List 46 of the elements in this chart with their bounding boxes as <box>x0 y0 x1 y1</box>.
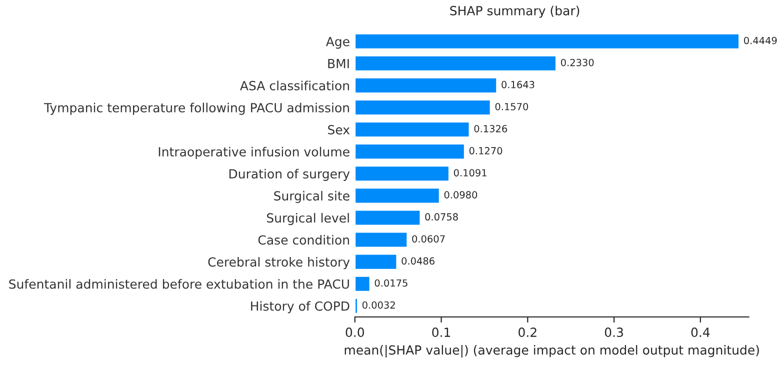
bar <box>354 275 371 292</box>
data-label: 0.1091 <box>454 169 486 176</box>
bar <box>354 165 450 182</box>
x-axis-title: mean(|SHAP value|) (average impact on model output magnitude) <box>344 344 759 358</box>
bar <box>354 253 398 270</box>
y-tick-label: ASA classification <box>240 80 349 90</box>
data-label: 0.1570 <box>495 102 528 110</box>
bar <box>354 99 492 116</box>
y-tick-label: Intraoperative infusion volume <box>158 146 350 159</box>
bar <box>354 187 440 204</box>
y-tick-label: Duration of surgery <box>229 168 350 181</box>
x-tick-label: 0.3 <box>604 328 623 338</box>
x-tick-label: 0.2 <box>518 328 536 338</box>
data-label: 0.2330 <box>560 58 594 66</box>
y-tick-label: Sufentanil administered before extubation in the PACU <box>9 279 349 289</box>
bar <box>354 77 498 94</box>
bar <box>354 121 470 138</box>
data-label: 0.0032 <box>362 301 395 309</box>
y-tick-label: Surgical level <box>266 212 349 226</box>
data-label: 0.0980 <box>444 191 478 198</box>
data-label: 0.0607 <box>412 235 445 243</box>
y-tick-label: Cerebral stroke history <box>208 257 350 270</box>
bar <box>354 54 557 72</box>
data-label: 0.0486 <box>402 257 434 265</box>
data-label: 0.0175 <box>374 279 408 287</box>
y-tick-label: BMI <box>328 59 349 68</box>
y-tick-label: Sex <box>328 125 350 134</box>
x-tick-label: 0.0 <box>346 328 364 338</box>
y-tick-label: Surgical site <box>274 190 350 204</box>
y-tick-label: Age <box>326 36 350 49</box>
chart-title: SHAP summary (bar) <box>450 6 580 18</box>
data-label: 0.0758 <box>425 213 458 221</box>
bar <box>354 297 358 314</box>
x-tick-label: 0.4 <box>691 328 710 338</box>
data-label: 0.1270 <box>469 147 502 154</box>
x-tick-label: 0.1 <box>432 328 450 338</box>
bar <box>354 32 740 50</box>
bar <box>354 231 408 248</box>
data-label: 0.1326 <box>474 125 508 132</box>
data-label: 0.1643 <box>502 80 534 88</box>
data-label: 0.4449 <box>744 36 777 44</box>
bar <box>354 209 422 226</box>
bar <box>354 143 466 160</box>
y-tick-label: Tympanic temperature following PACU admission <box>44 102 349 115</box>
y-tick-label: Case condition <box>258 235 349 245</box>
y-tick-label: History of COPD <box>251 301 350 314</box>
